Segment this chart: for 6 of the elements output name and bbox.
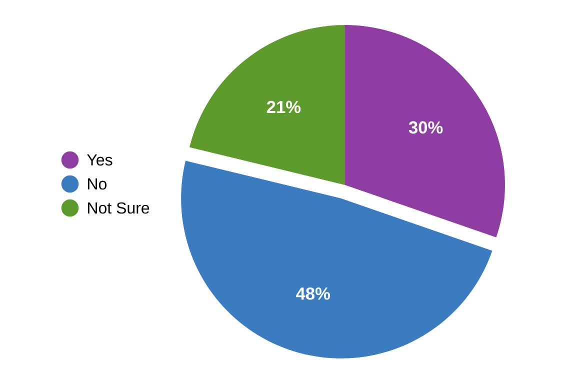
legend-label: No <box>88 178 106 190</box>
data-label: 30% <box>408 121 443 134</box>
legend-label: Yes <box>87 154 112 166</box>
legend-label: Not Sure <box>88 202 150 214</box>
data-label: 48% <box>296 287 330 300</box>
data-label: 21% <box>266 100 301 114</box>
